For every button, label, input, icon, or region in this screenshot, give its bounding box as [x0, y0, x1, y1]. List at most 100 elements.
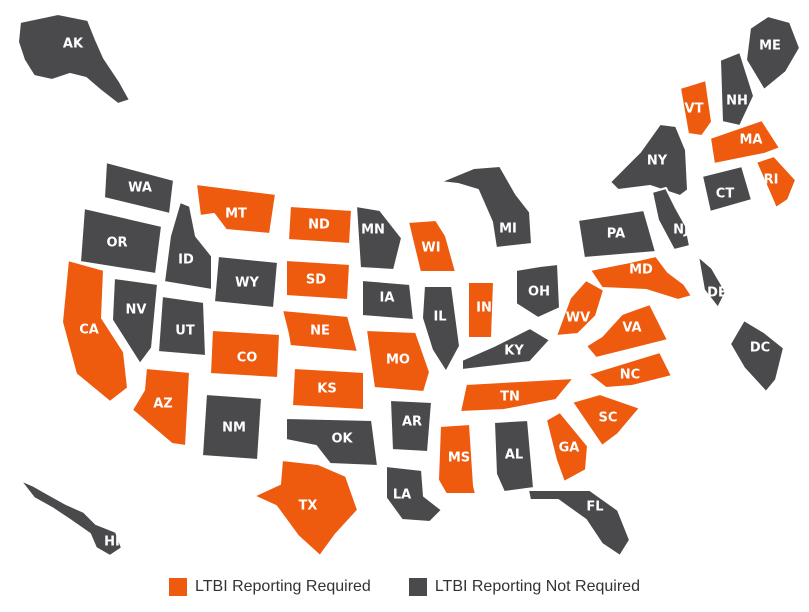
state-label-ar: AR [402, 415, 422, 430]
state-label-wa: WA [128, 181, 152, 196]
state-label-me: ME [759, 39, 781, 54]
state-label-nc: NC [620, 368, 640, 383]
state-label-ky: KY [504, 344, 524, 359]
state-label-ak: AK [63, 37, 84, 52]
state-label-il: IL [433, 310, 446, 325]
state-ms [437, 423, 477, 495]
state-ne [281, 309, 359, 353]
state-label-in: IN [476, 301, 492, 316]
state-mn [355, 205, 403, 271]
legend: LTBI Reporting Required LTBI Reporting N… [0, 578, 809, 596]
state-label-ri: RI [764, 173, 779, 188]
state-label-va: VA [622, 321, 641, 336]
state-label-mi: MI [499, 222, 517, 237]
state-ny [609, 123, 689, 197]
legend-swatch-not-required [408, 578, 427, 596]
state-label-nj: NJ [673, 223, 689, 238]
state-label-ia: IA [380, 291, 395, 306]
state-ak [17, 13, 131, 105]
state-nc [587, 351, 673, 389]
state-tn [459, 377, 575, 413]
state-label-sc: SC [599, 411, 618, 426]
state-label-vt: VT [685, 102, 704, 117]
state-wi [407, 219, 457, 273]
state-ca [61, 259, 129, 403]
state-ut [157, 295, 207, 357]
state-label-nd: ND [308, 218, 330, 233]
state-label-ms: MS [448, 451, 470, 466]
state-label-ca: CA [79, 323, 99, 338]
state-oh [515, 263, 561, 319]
state-il [421, 285, 461, 373]
state-wy [213, 255, 279, 309]
state-label-hi: HI [104, 535, 120, 550]
state-vt [679, 79, 713, 137]
state-wa [103, 161, 175, 215]
state-hi [19, 479, 123, 557]
state-nd [287, 205, 353, 245]
state-co [209, 329, 281, 379]
state-label-ok: OK [331, 432, 353, 447]
legend-label-not-required: LTBI Reporting Not Required [434, 578, 640, 595]
state-label-ks: KS [317, 382, 336, 397]
state-ky [461, 327, 551, 371]
state-label-fl: FL [586, 500, 603, 515]
state-ga [545, 411, 589, 483]
state-label-wi: WI [421, 241, 440, 256]
state-label-tx: TX [299, 499, 318, 514]
state-ok [285, 417, 379, 467]
state-label-ct: CT [716, 187, 735, 202]
state-label-wy: WY [235, 276, 259, 291]
state-label-md: MD [629, 263, 653, 278]
state-de [697, 255, 727, 309]
state-labels-layer: AK HI WA OR CA ID NV MT WY UT AZ CO NM ND SD NE KS OK TX MN… [63, 37, 781, 550]
state-wv [555, 279, 605, 337]
state-label-nv: NV [126, 303, 147, 318]
state-label-ny: NY [647, 154, 668, 169]
state-ct [701, 165, 753, 213]
state-label-al: AL [505, 448, 523, 463]
state-va [585, 303, 669, 359]
state-label-ne: NE [310, 324, 330, 339]
state-label-dc: DC [750, 341, 770, 356]
state-nh [719, 51, 755, 127]
state-mi [439, 165, 533, 249]
state-label-mt: MT [225, 207, 247, 222]
state-ia [361, 279, 415, 321]
state-label-wv: WV [566, 311, 590, 326]
state-label-oh: OH [528, 285, 550, 300]
state-nm [201, 393, 263, 461]
state-label-nm: NM [222, 421, 246, 436]
state-la [385, 465, 443, 523]
state-md [589, 255, 693, 301]
state-ri [755, 155, 797, 209]
state-al [493, 419, 535, 493]
state-mt [195, 183, 277, 235]
state-label-or: OR [106, 236, 127, 251]
state-label-co: CO [237, 351, 258, 366]
legend-label-required: LTBI Reporting Required [195, 578, 371, 595]
state-ar [389, 399, 433, 453]
state-az [131, 367, 191, 447]
state-in [467, 281, 495, 339]
state-label-ma: MA [740, 133, 763, 148]
state-pa [577, 209, 657, 259]
state-label-tn: TN [500, 390, 520, 405]
state-sc [571, 393, 641, 447]
state-dc [729, 319, 785, 393]
state-label-de: DE [707, 286, 727, 301]
state-label-mn: MN [361, 223, 385, 238]
state-label-la: LA [393, 488, 411, 503]
state-fl [527, 489, 631, 557]
state-me [745, 15, 801, 91]
legend-item-required: LTBI Reporting Required [169, 578, 371, 596]
state-ma [709, 119, 781, 165]
state-label-pa: PA [607, 227, 625, 242]
state-ks [291, 367, 365, 411]
state-id [163, 201, 213, 291]
state-label-ut: UT [175, 324, 195, 339]
state-label-id: ID [178, 253, 194, 268]
state-tx [253, 459, 359, 557]
state-sd [285, 259, 351, 301]
